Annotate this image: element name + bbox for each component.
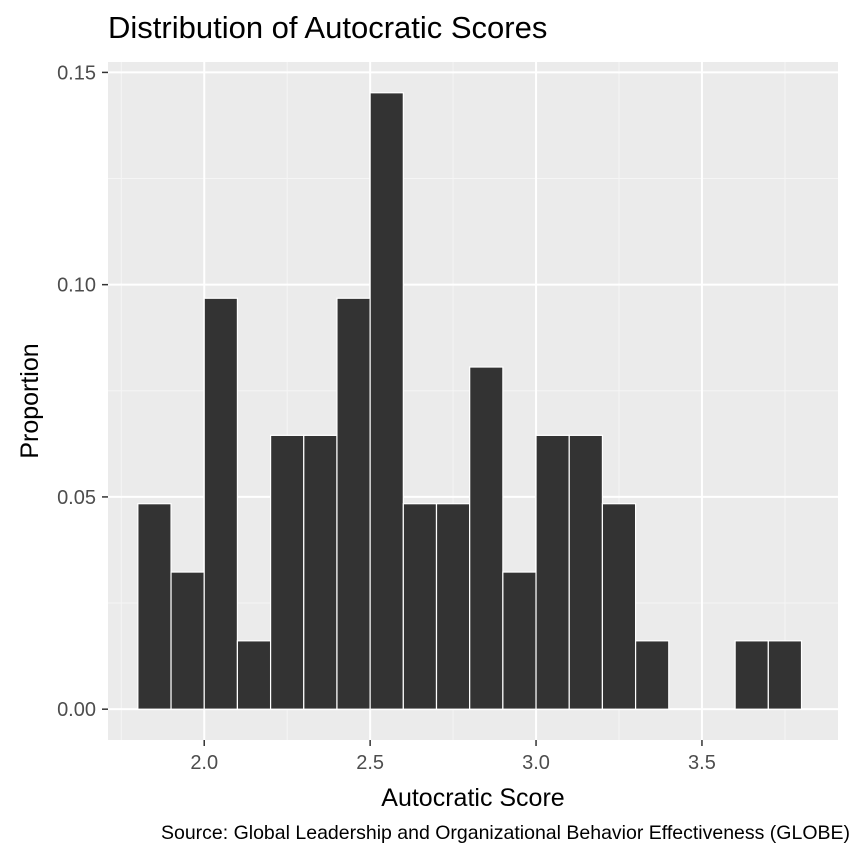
histogram-bar	[634, 640, 670, 710]
x-tick-label: 2.0	[190, 752, 218, 774]
histogram-bar	[435, 503, 471, 710]
y-tick-label: 0.05	[57, 487, 96, 509]
histogram-bar	[535, 434, 570, 710]
histogram-bar	[170, 571, 205, 710]
histogram-bar	[369, 92, 404, 710]
histogram-bar	[203, 297, 239, 710]
y-tick-label: 0.10	[57, 275, 96, 297]
histogram-bar	[137, 503, 172, 710]
y-axis-title: Proportion	[16, 343, 44, 458]
histogram-bar	[568, 434, 604, 710]
histogram-bar	[402, 503, 438, 710]
histogram-bar	[336, 297, 371, 710]
histogram-bar	[734, 640, 769, 710]
histogram-bar	[767, 640, 803, 710]
chart-title: Distribution of Autocratic Scores	[108, 10, 548, 45]
x-tick-label: 3.0	[522, 752, 550, 774]
y-axis: 0.00 0.05 0.10 0.15	[57, 62, 108, 721]
source-caption: Source: Global Leadership and Organizati…	[160, 822, 850, 844]
histogram-bar	[269, 434, 305, 710]
histogram-bar	[303, 434, 338, 710]
y-tick-label: 0.00	[57, 699, 96, 721]
histogram-bar	[502, 571, 537, 710]
x-tick-label: 2.5	[356, 752, 384, 774]
histogram-bar	[601, 503, 637, 710]
histogram-bar	[469, 366, 504, 710]
x-axis: 2.0 2.5 3.0 3.5	[190, 740, 716, 774]
x-tick-label: 3.5	[688, 752, 716, 774]
x-axis-title: Autocratic Score	[381, 784, 564, 812]
y-tick-label: 0.15	[57, 62, 96, 84]
histogram-bars	[137, 92, 803, 710]
histogram-bar	[236, 640, 272, 710]
